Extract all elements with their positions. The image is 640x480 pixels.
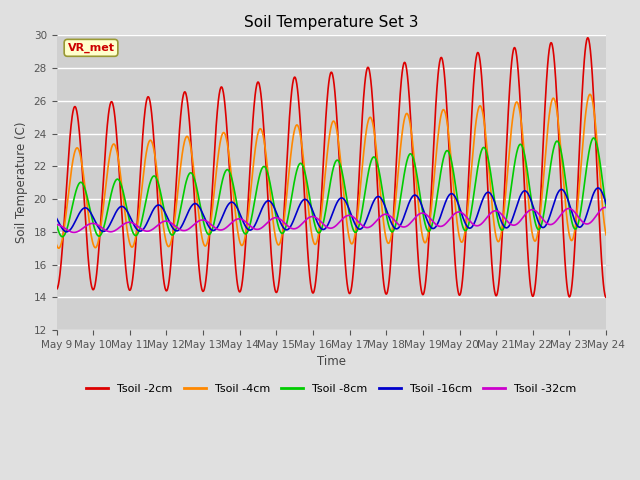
Tsoil -32cm [602,204,610,210]
Tsoil -8cm [175,214,183,219]
Tsoil -8cm [237,220,244,226]
Tsoil -4cm [417,224,425,229]
Tsoil -32cm [70,229,78,235]
Tsoil -16cm [175,227,183,232]
Tsoil -16cm [162,211,170,217]
Tsoil -16cm [594,185,602,191]
Line: Tsoil -16cm: Tsoil -16cm [56,188,606,232]
Text: VR_met: VR_met [67,43,115,53]
Tsoil -32cm [538,214,545,220]
Title: Soil Temperature Set 3: Soil Temperature Set 3 [244,15,419,30]
Tsoil -16cm [489,194,497,200]
Tsoil -32cm [489,209,497,215]
Tsoil -32cm [417,210,425,216]
Legend: Tsoil -2cm, Tsoil -4cm, Tsoil -8cm, Tsoil -16cm, Tsoil -32cm: Tsoil -2cm, Tsoil -4cm, Tsoil -8cm, Tsoi… [82,379,581,398]
Tsoil -2cm [488,266,496,272]
Tsoil -32cm [237,216,244,222]
Tsoil -8cm [58,234,66,240]
Tsoil -4cm [175,177,183,182]
Line: Tsoil -4cm: Tsoil -4cm [56,95,606,248]
Tsoil -16cm [63,229,70,235]
Tsoil -16cm [602,201,610,206]
Tsoil -2cm [537,193,545,199]
Line: Tsoil -32cm: Tsoil -32cm [56,207,606,232]
Tsoil -2cm [175,138,182,144]
Tsoil -16cm [52,216,60,221]
Tsoil -2cm [161,286,169,292]
Y-axis label: Soil Temperature (C): Soil Temperature (C) [15,122,28,243]
Tsoil -32cm [162,218,170,224]
Tsoil -32cm [175,226,183,232]
Tsoil -4cm [52,242,60,248]
Tsoil -32cm [52,222,60,228]
Tsoil -8cm [538,223,545,228]
Line: Tsoil -2cm: Tsoil -2cm [56,38,606,298]
Tsoil -2cm [417,282,424,288]
Tsoil -2cm [584,35,591,41]
Tsoil -32cm [602,204,609,210]
Tsoil -8cm [489,184,497,190]
Tsoil -8cm [417,198,425,204]
Tsoil -8cm [52,222,60,228]
Tsoil -4cm [602,232,610,238]
Tsoil -8cm [162,215,170,221]
X-axis label: Time: Time [317,355,346,369]
Tsoil -4cm [538,202,545,208]
Tsoil -4cm [237,241,244,247]
Line: Tsoil -8cm: Tsoil -8cm [56,138,606,237]
Tsoil -4cm [55,245,63,251]
Tsoil -8cm [602,204,610,210]
Tsoil -4cm [586,92,594,97]
Tsoil -2cm [236,288,244,294]
Tsoil -16cm [237,213,244,218]
Tsoil -4cm [162,237,170,243]
Tsoil -16cm [417,200,425,206]
Tsoil -2cm [52,287,60,292]
Tsoil -16cm [538,224,545,229]
Tsoil -8cm [590,135,598,141]
Tsoil -4cm [489,208,497,214]
Tsoil -2cm [602,295,610,300]
